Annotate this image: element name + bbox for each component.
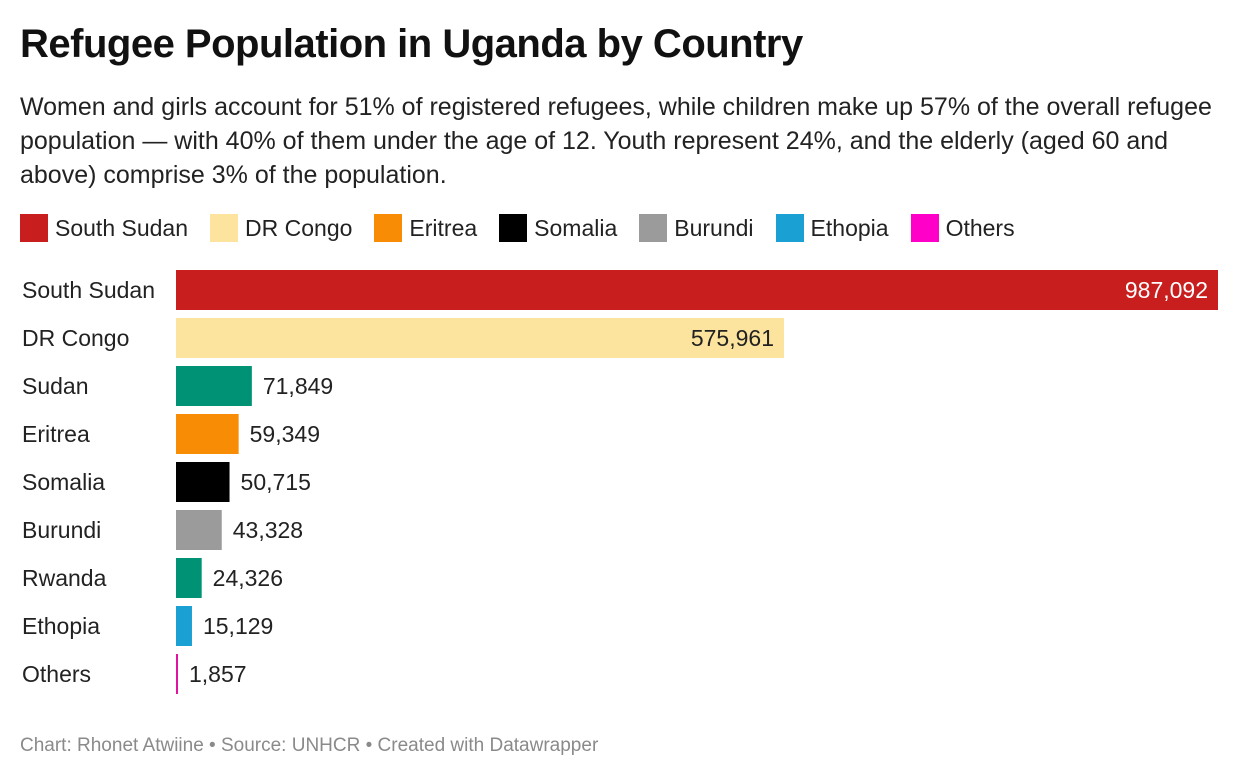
bar <box>176 318 784 358</box>
legend-item: Others <box>910 214 1015 242</box>
legend-swatch <box>499 214 528 242</box>
bar-value-label: 59,349 <box>250 421 320 447</box>
bar <box>176 270 1218 310</box>
bar-value-label: 50,715 <box>241 469 311 495</box>
category-label: South Sudan <box>22 277 155 303</box>
category-label: DR Congo <box>22 325 129 351</box>
bar <box>176 510 222 550</box>
bar-value-label: 71,849 <box>263 373 333 399</box>
legend-label: Burundi <box>674 214 754 241</box>
category-label: Burundi <box>22 517 101 543</box>
category-label: Rwanda <box>22 565 107 591</box>
bar-value-label: 987,092 <box>1125 277 1208 303</box>
legend-swatch <box>210 214 239 242</box>
category-label: Sudan <box>22 373 89 399</box>
legend-label: Somalia <box>534 214 618 241</box>
legend-label: Ethopia <box>810 214 889 241</box>
bar <box>176 606 192 646</box>
category-label: Eritrea <box>22 421 90 447</box>
bar-value-label: 575,961 <box>691 325 774 351</box>
legend-item: South Sudan <box>20 214 188 242</box>
legend-swatch <box>910 214 939 242</box>
legend-label: DR Congo <box>245 214 353 241</box>
bar <box>176 558 202 598</box>
legend-item: Somalia <box>499 214 617 242</box>
legend-item: DR Congo <box>210 214 352 242</box>
legend-swatch <box>775 214 804 242</box>
legend-label: Others <box>945 214 1015 241</box>
chart-subtitle: Women and girls account for 51% of regis… <box>20 93 1212 189</box>
chart-title: Refugee Population in Uganda by Country <box>20 22 803 66</box>
bar <box>176 654 178 694</box>
bar <box>176 462 230 502</box>
category-label: Others <box>22 661 91 687</box>
category-label: Ethopia <box>22 613 100 639</box>
category-label: Somalia <box>22 469 105 495</box>
bar <box>176 414 239 454</box>
chart-legend: South Sudan DR Congo Eritrea Somalia Burundi… <box>20 213 1037 243</box>
chart-footer: Chart: Rhonet Atwiine • Source: UNHCR • … <box>20 735 599 756</box>
legend-swatch <box>20 214 48 242</box>
legend-item: Burundi <box>639 214 754 242</box>
bar-value-label: 43,328 <box>233 517 303 543</box>
legend-swatch <box>639 214 668 242</box>
bar-value-label: 1,857 <box>189 661 247 687</box>
legend-item: Ethopia <box>775 214 889 242</box>
legend-item: Eritrea <box>374 214 477 242</box>
legend-label: South Sudan <box>55 214 189 241</box>
bar <box>176 366 252 406</box>
bar-value-label: 15,129 <box>203 613 273 639</box>
legend-swatch <box>374 214 403 242</box>
legend-label: Eritrea <box>409 214 478 241</box>
bar-value-label: 24,326 <box>213 565 283 591</box>
